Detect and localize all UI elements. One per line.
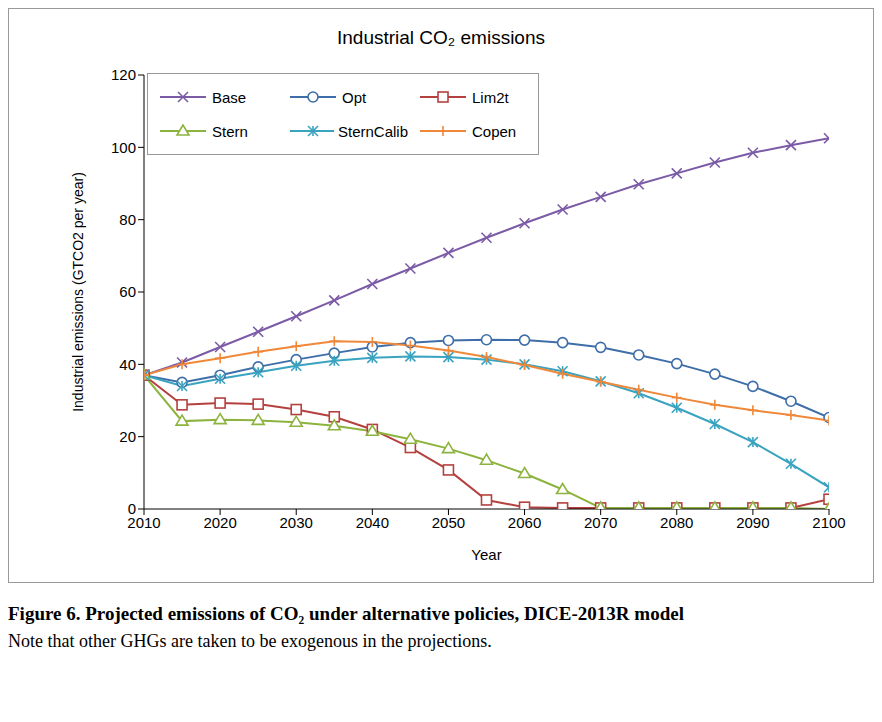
svg-text:Year: Year xyxy=(471,546,501,563)
html-text:Industrial CO₂ emissions: Industrial CO₂ emissions xyxy=(337,27,545,48)
svg-text:40: 40 xyxy=(119,356,136,373)
svg-text:2030: 2030 xyxy=(280,514,313,531)
svg-text:60: 60 xyxy=(119,283,136,300)
html-text:Lim2t: Lim2t xyxy=(472,88,509,106)
svg-text:2050: 2050 xyxy=(432,514,465,531)
svg-text:20: 20 xyxy=(119,428,136,445)
svg-text:2080: 2080 xyxy=(660,514,693,531)
svg-text:80: 80 xyxy=(119,211,136,228)
html-text:SternCalib: SternCalib xyxy=(338,122,408,140)
html-text:Note that other GHGs are taken: Note that other GHGs are taken to be exo… xyxy=(8,631,492,651)
svg-text:2090: 2090 xyxy=(736,514,769,531)
svg-text:2020: 2020 xyxy=(203,514,236,531)
html-text:Stern: Stern xyxy=(212,122,248,140)
svg-text:Industrial emissions (GTCO2 pe: Industrial emissions (GTCO2 per year) xyxy=(70,172,86,412)
html-text:Base: Base xyxy=(212,88,247,106)
svg-text:0: 0 xyxy=(128,500,136,517)
svg-text:2100: 2100 xyxy=(812,514,845,531)
html-text:Figure 6. Projected emissions: Figure 6. Projected emissions of CO₂ und… xyxy=(8,603,684,624)
svg-text:120: 120 xyxy=(111,66,136,83)
html-text:Opt: Opt xyxy=(342,88,367,106)
svg-text:100: 100 xyxy=(111,139,136,156)
svg-text:2070: 2070 xyxy=(584,514,617,531)
svg-text:2010: 2010 xyxy=(127,513,161,531)
svg-text:2060: 2060 xyxy=(508,514,541,531)
html-text:Copen: Copen xyxy=(472,122,517,140)
svg-text:2040: 2040 xyxy=(356,514,389,531)
